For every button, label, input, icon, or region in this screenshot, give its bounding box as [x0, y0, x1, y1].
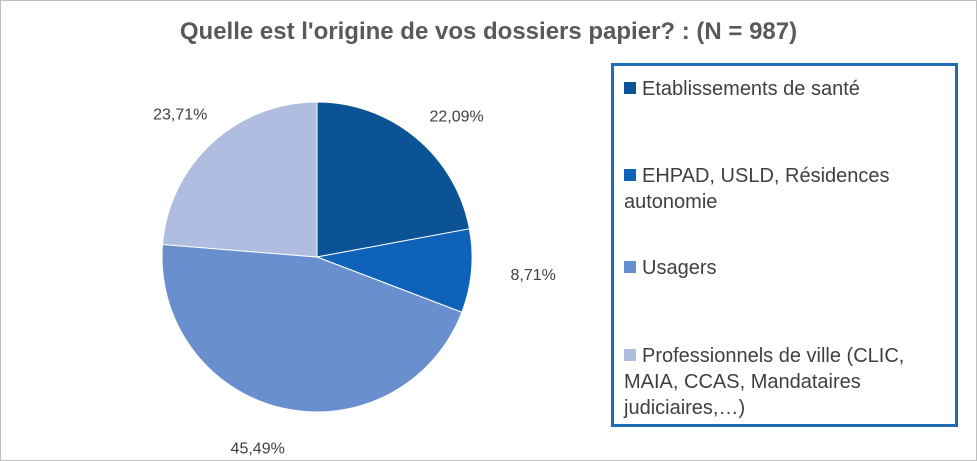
- slice-etablissements: [316, 101, 470, 258]
- legend-item-etablissements: Etablissements de santé: [624, 76, 954, 102]
- legend-swatch: [624, 349, 636, 361]
- legend-label: Usagers: [642, 257, 717, 279]
- legend-label: Professionnels de ville (CLIC, MAIA, CCA…: [624, 345, 905, 419]
- data-label: 45,49%: [231, 441, 285, 458]
- legend-swatch: [624, 261, 636, 273]
- legend-item-ehpad: EHPAD, USLD, Résidences autonomie: [624, 163, 954, 215]
- slice-professionnels: [161, 101, 318, 258]
- legend: Etablissements de santé EHPAD, USLD, Rés…: [611, 63, 958, 427]
- chart-title: Quelle est l'origine de vos dossiers pap…: [179, 18, 798, 45]
- slice-usagers: [161, 243, 463, 413]
- legend-swatch: [624, 169, 636, 181]
- legend-swatch: [624, 82, 636, 94]
- legend-label: EHPAD, USLD, Résidences autonomie: [624, 165, 890, 213]
- data-label: 22,09%: [429, 108, 483, 125]
- data-label: 8,71%: [511, 267, 556, 284]
- slice-ehpad: [315, 228, 473, 313]
- data-label: 23,71%: [153, 107, 207, 124]
- legend-item-professionnels: Professionnels de ville (CLIC, MAIA, CCA…: [624, 343, 954, 421]
- legend-label: Etablissements de santé: [642, 78, 860, 100]
- legend-item-usagers: Usagers: [624, 255, 954, 281]
